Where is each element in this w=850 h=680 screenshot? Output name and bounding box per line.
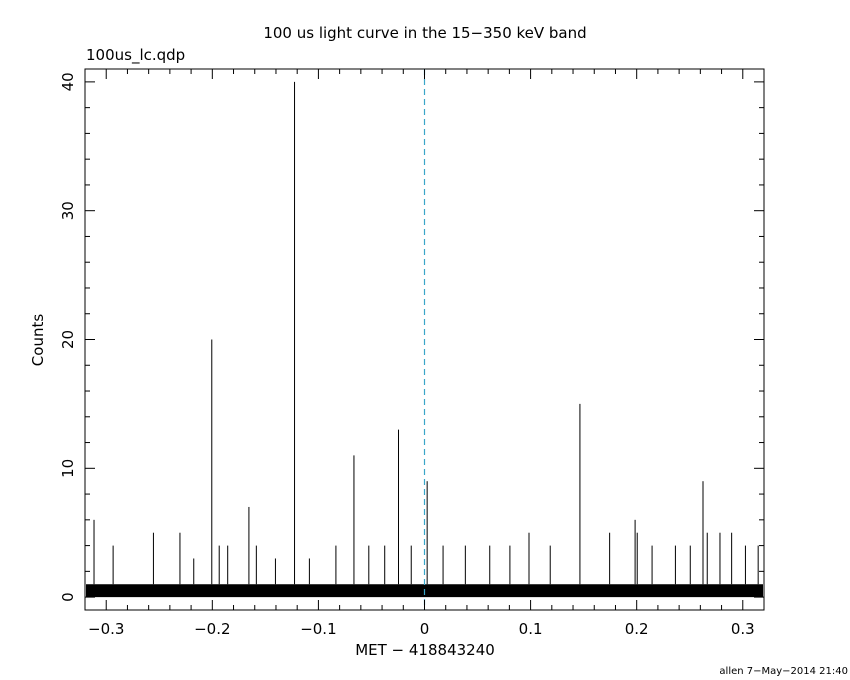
chart-title: 100 us light curve in the 15−350 keV ban… (263, 24, 586, 42)
y-tick-label: 40 (59, 72, 77, 91)
y-tick-label: 10 (59, 459, 77, 478)
x-tick-label: 0 (420, 620, 430, 638)
y-tick-label: 30 (59, 201, 77, 220)
footer-credit: allen 7−May−2014 21:40 (719, 666, 848, 677)
x-tick-label: 0.3 (731, 620, 755, 638)
x-tick-label: −0.3 (88, 620, 124, 638)
x-tick-label: −0.2 (194, 620, 230, 638)
y-tick-label: 0 (59, 592, 77, 602)
x-tick-label: −0.1 (300, 620, 336, 638)
y-tick-label: 20 (59, 330, 77, 349)
x-tick-label: 0.2 (625, 620, 649, 638)
x-tick-label: 0.1 (519, 620, 543, 638)
file-label: 100us_lc.qdp (86, 46, 185, 65)
x-axis-label: MET − 418843240 (355, 641, 495, 659)
y-axis-label: Counts (29, 314, 47, 367)
